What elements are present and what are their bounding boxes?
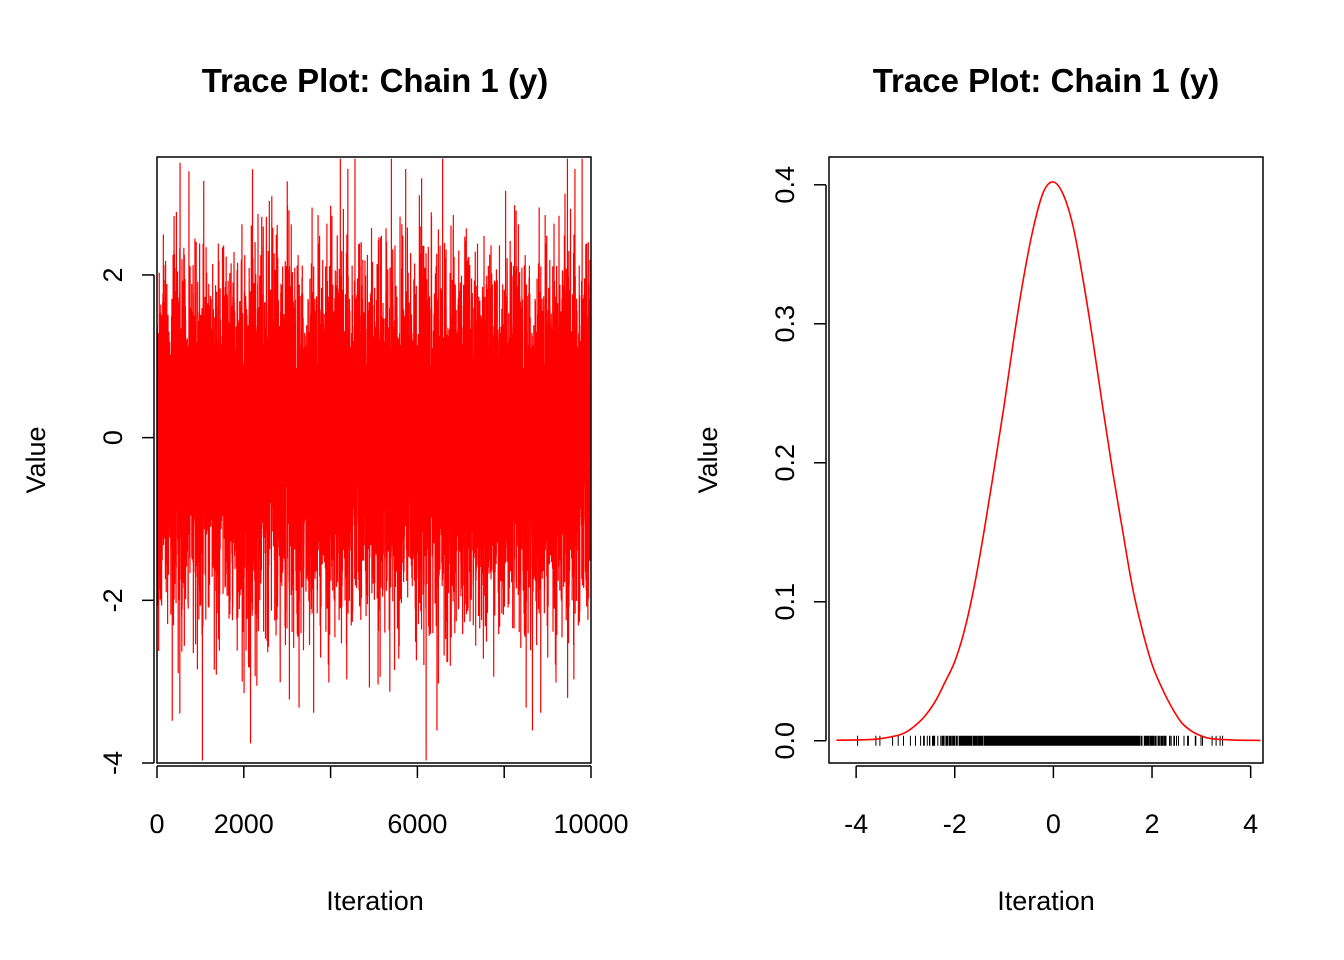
panel1-plot-box <box>156 156 592 764</box>
rug-marks <box>857 735 1224 746</box>
y-tick-label: 0.2 <box>770 444 800 482</box>
y-tick-label: 0.0 <box>770 722 800 760</box>
x-tick-label: 2000 <box>214 809 274 839</box>
trace-panel: Trace Plot: Chain 1 (y) Iteration Value … <box>21 62 629 916</box>
y-tick-label: 0 <box>98 430 128 445</box>
panel1-series-line <box>156 158 592 761</box>
x-tick-label: 4 <box>1243 809 1258 839</box>
trace-line <box>156 158 592 761</box>
density-panel: Trace Plot: Chain 1 (y) Iteration Value … <box>693 62 1264 916</box>
y-tick-label: -4 <box>98 751 128 775</box>
panel1-axes: 0 2000 6000 10000 -4 -2 0 2 <box>98 267 629 839</box>
panel1-title: Trace Plot: Chain 1 (y) <box>202 62 549 99</box>
panel2-axes: -4 -2 0 2 4 0.0 0.1 0.2 0.3 0.4 <box>770 166 1258 839</box>
x-tick-label: -4 <box>844 809 868 839</box>
panel1-xlabel: Iteration <box>326 886 424 916</box>
x-tick-label: 0 <box>1046 809 1061 839</box>
density-line <box>836 181 1261 742</box>
panel2-rug <box>857 735 1224 746</box>
x-tick-label: 10000 <box>553 809 628 839</box>
panel2-ylabel: Value <box>693 426 723 493</box>
panel2-xlabel: Iteration <box>997 886 1095 916</box>
y-tick-label: 2 <box>98 267 128 282</box>
y-tick-label: 0.1 <box>770 583 800 621</box>
y-tick-label: 0.3 <box>770 305 800 343</box>
y-tick-label: -2 <box>98 588 128 612</box>
y-tick-label: 0.4 <box>770 166 800 204</box>
panel2-plot-box <box>828 156 1264 764</box>
panel2-density-curve <box>836 181 1261 742</box>
panel1-ylabel: Value <box>21 426 51 493</box>
x-tick-label: -2 <box>943 809 967 839</box>
x-tick-label: 2 <box>1145 809 1160 839</box>
panel2-title: Trace Plot: Chain 1 (y) <box>873 62 1220 99</box>
x-tick-label: 6000 <box>387 809 447 839</box>
x-tick-label: 0 <box>149 809 164 839</box>
